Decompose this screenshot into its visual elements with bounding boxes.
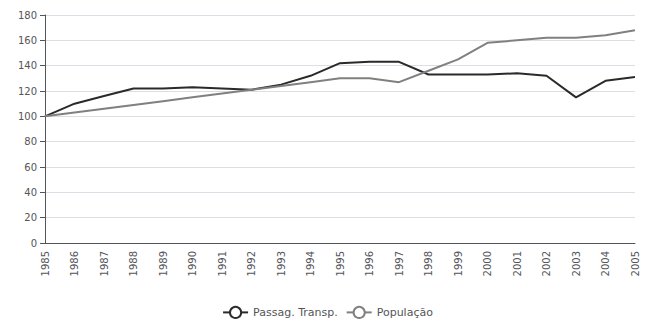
- svg-text:100: 100: [18, 111, 37, 122]
- svg-text:1997: 1997: [394, 251, 405, 276]
- svg-text:1992: 1992: [246, 251, 257, 276]
- svg-text:1987: 1987: [99, 251, 110, 276]
- svg-text:1994: 1994: [305, 251, 316, 276]
- svg-text:140: 140: [18, 60, 37, 71]
- svg-text:0: 0: [31, 238, 37, 249]
- svg-text:1990: 1990: [187, 251, 198, 276]
- svg-text:180: 180: [18, 10, 37, 21]
- svg-text:80: 80: [24, 136, 37, 147]
- svg-text:1989: 1989: [158, 251, 169, 276]
- svg-text:40: 40: [24, 187, 37, 198]
- svg-text:1996: 1996: [364, 251, 375, 276]
- svg-text:20: 20: [24, 212, 37, 223]
- svg-text:1999: 1999: [453, 251, 464, 276]
- svg-text:1993: 1993: [276, 251, 287, 276]
- svg-text:1998: 1998: [423, 251, 434, 276]
- svg-text:120: 120: [18, 86, 37, 97]
- svg-text:2001: 2001: [512, 251, 523, 276]
- svg-text:1986: 1986: [69, 251, 80, 276]
- svg-text:2004: 2004: [600, 251, 611, 276]
- svg-text:1991: 1991: [217, 251, 228, 276]
- svg-text:1988: 1988: [128, 251, 139, 276]
- svg-text:Passag. Transp.: Passag. Transp.: [253, 306, 338, 319]
- svg-text:1995: 1995: [335, 251, 346, 276]
- svg-text:160: 160: [18, 35, 37, 46]
- svg-text:60: 60: [24, 162, 37, 173]
- svg-text:2003: 2003: [571, 251, 582, 276]
- svg-text:2002: 2002: [541, 251, 552, 276]
- svg-text:População: População: [377, 306, 434, 319]
- svg-text:2005: 2005: [630, 251, 641, 276]
- svg-text:1985: 1985: [40, 251, 51, 276]
- svg-text:2000: 2000: [482, 251, 493, 276]
